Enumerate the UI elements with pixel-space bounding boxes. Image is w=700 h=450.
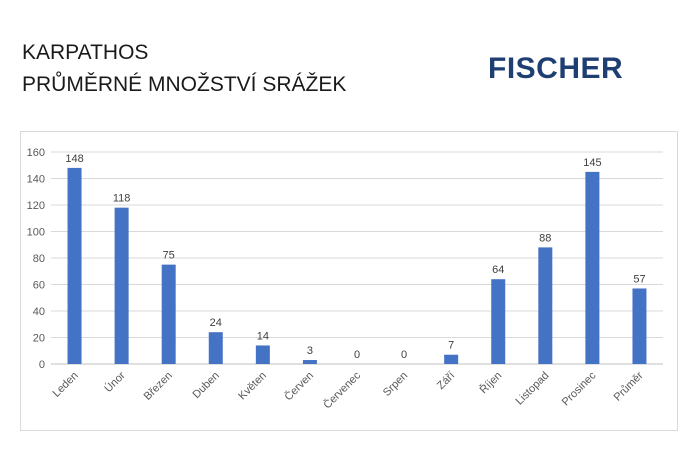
data-label: 7 — [448, 340, 454, 352]
y-tick-label: 80 — [33, 253, 45, 265]
chart-area: 0 20 40 60 80 100 120 140 160 148 Leden 118 Únor 75 Bř… — [20, 131, 678, 431]
y-tick-label: 160 — [27, 147, 45, 159]
y-tick-label: 60 — [33, 280, 45, 292]
x-tick-label: Průměr — [612, 369, 646, 403]
y-tick-label: 140 — [27, 174, 45, 186]
data-label: 3 — [307, 345, 313, 357]
bar — [67, 167, 82, 364]
bar — [114, 207, 129, 364]
x-tick-label: Červen — [282, 369, 316, 403]
x-tick-label: Říjen — [477, 369, 504, 396]
x-tick-label: Září — [435, 370, 457, 392]
bar — [161, 264, 176, 364]
x-tick-label: Červenec — [321, 369, 364, 412]
bar — [632, 288, 647, 364]
data-label: 88 — [539, 232, 551, 244]
title-location: KARPATHOS — [22, 41, 149, 64]
data-label: 0 — [401, 349, 407, 361]
x-tick-label: Leden — [51, 370, 81, 400]
data-label: 24 — [210, 317, 222, 329]
data-label: 64 — [492, 264, 504, 276]
fischer-logo: FISCHER — [488, 52, 624, 85]
data-label: 0 — [354, 349, 360, 361]
title-subject: PRŮMĚRNÉ MNOŽSTVÍ SRÁŽEK — [22, 73, 347, 96]
x-tick-label: Srpen — [381, 370, 410, 399]
bar — [208, 332, 223, 364]
bar — [444, 354, 459, 364]
x-tick-label: Březen — [142, 370, 175, 403]
bar — [585, 171, 600, 364]
x-tick-label: Duben — [190, 370, 221, 401]
data-label: 14 — [257, 330, 269, 342]
y-tick-label: 20 — [33, 333, 45, 345]
data-label: 148 — [65, 153, 83, 165]
data-label: 75 — [163, 250, 175, 262]
y-tick-label: 120 — [27, 200, 45, 212]
y-tick-label: 0 — [39, 359, 45, 371]
bar — [255, 345, 270, 364]
x-tick-label: Prosinec — [560, 369, 599, 408]
data-label: 145 — [583, 157, 601, 169]
y-tick-label: 40 — [33, 306, 45, 318]
chart-title: KARPATHOS PRŮMĚRNÉ MNOŽSTVÍ SRÁŽEK — [22, 37, 346, 101]
bar — [302, 360, 317, 364]
bar — [491, 279, 506, 364]
x-tick-label: Listopad — [514, 370, 552, 408]
data-label: 118 — [113, 193, 131, 205]
x-tick-label: Únor — [102, 369, 128, 395]
x-tick-label: Květen — [236, 370, 269, 403]
bar — [538, 247, 553, 364]
y-tick-label: 100 — [27, 227, 45, 239]
data-label: 57 — [633, 273, 645, 285]
